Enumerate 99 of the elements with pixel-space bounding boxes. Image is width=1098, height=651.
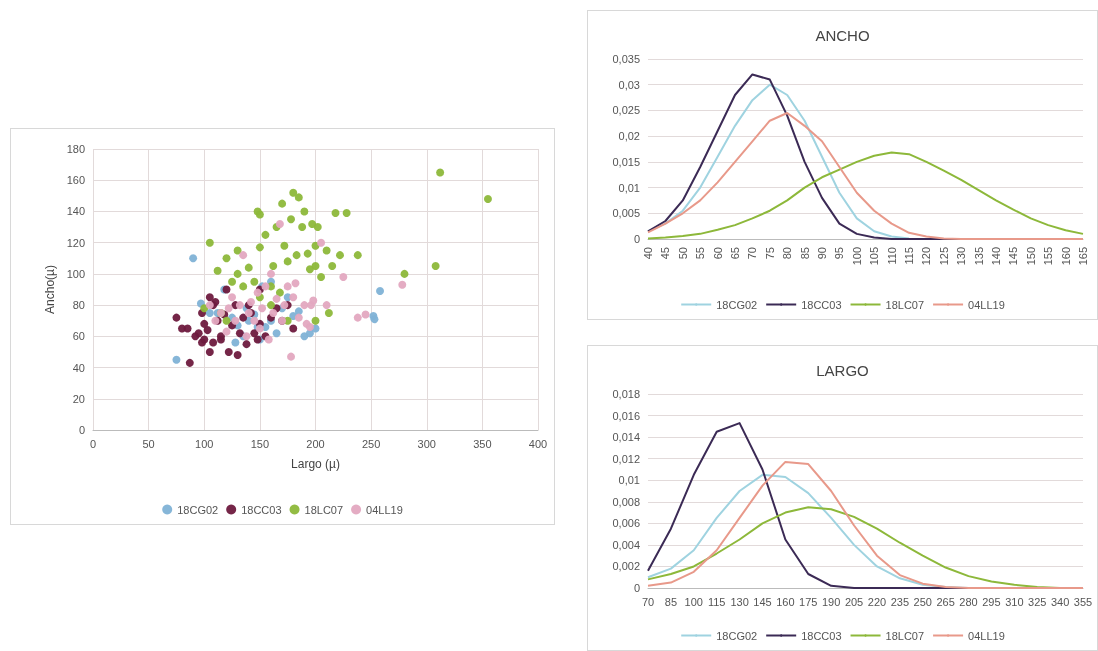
x-tick-label: 300 xyxy=(417,437,436,450)
legend-label: 04LL19 xyxy=(968,298,1005,311)
x-axis-title: Largo (µ) xyxy=(291,457,340,471)
x-tick-label: 175 xyxy=(799,595,818,608)
x-tick-label: 100 xyxy=(195,437,214,450)
y-tick-label: 0,025 xyxy=(612,104,640,117)
x-tick-label: 50 xyxy=(142,437,155,450)
y-tick-label: 0,035 xyxy=(612,53,640,65)
y-tick-label: 160 xyxy=(66,174,85,187)
x-tick-label: 90 xyxy=(816,247,828,260)
x-tick-label: 165 xyxy=(1077,247,1089,266)
x-tick-label: 50 xyxy=(676,247,689,260)
x-tick-label: 220 xyxy=(867,595,887,608)
x-tick-label: 150 xyxy=(250,437,270,450)
y-tick-label: 0,03 xyxy=(618,78,640,91)
y-tick-label: 0,006 xyxy=(612,517,640,530)
x-tick-label: 160 xyxy=(776,595,795,608)
y-tick-label: 120 xyxy=(66,236,85,249)
x-tick-label: 265 xyxy=(936,595,955,608)
x-tick-label: 310 xyxy=(1005,595,1024,608)
x-tick-label: 45 xyxy=(659,247,672,260)
legend-label: 18CC03 xyxy=(241,503,282,516)
y-tick-label: 0,02 xyxy=(618,130,640,143)
x-tick-label: 125 xyxy=(937,247,950,266)
x-tick-label: 110 xyxy=(885,247,898,265)
y-tick-label: 140 xyxy=(66,205,85,218)
y-tick-label: 0 xyxy=(633,233,640,245)
x-tick-label: 155 xyxy=(1042,247,1055,266)
x-tick-label: 140 xyxy=(990,247,1002,266)
x-tick-label: 95 xyxy=(833,247,846,260)
legend-label: 18CG02 xyxy=(716,298,758,311)
x-tick-label: 250 xyxy=(361,437,381,450)
y-tick-label: 0,008 xyxy=(612,495,640,508)
x-tick-label: 160 xyxy=(1059,247,1072,266)
y-tick-label: 0,012 xyxy=(612,452,640,465)
x-tick-label: 205 xyxy=(844,595,864,608)
x-tick-label: 325 xyxy=(1028,595,1047,608)
y-tick-label: 180 xyxy=(66,143,85,155)
x-tick-label: 70 xyxy=(746,247,759,260)
x-tick-label: 40 xyxy=(642,247,654,260)
y-tick-label: 0,018 xyxy=(612,388,640,400)
legend-label: 18LC07 xyxy=(304,503,344,516)
x-tick-label: 115 xyxy=(903,247,915,265)
legend-label: 18LC07 xyxy=(885,629,925,642)
x-tick-label: 190 xyxy=(821,595,841,608)
x-tick-label: 250 xyxy=(913,595,932,608)
y-tick-label: 0,016 xyxy=(612,409,640,422)
y-tick-label: 0 xyxy=(633,582,640,594)
legend-label: 04LL19 xyxy=(968,629,1005,642)
x-tick-label: 65 xyxy=(729,247,741,260)
y-tick-label: 80 xyxy=(72,299,85,312)
y-tick-label: 0,014 xyxy=(612,431,640,444)
legend-label: 18CC03 xyxy=(801,298,842,311)
legend-label: 04LL19 xyxy=(366,503,403,516)
y-tick-label: 0,002 xyxy=(612,560,640,573)
y-tick-label: 40 xyxy=(72,361,85,374)
legend-label: 18CG02 xyxy=(716,629,758,642)
x-tick-label: 0 xyxy=(89,437,97,450)
x-tick-label: 115 xyxy=(707,595,726,608)
x-tick-label: 145 xyxy=(1007,247,1020,266)
x-tick-label: 85 xyxy=(798,247,811,260)
x-tick-label: 75 xyxy=(763,247,776,260)
x-tick-label: 350 xyxy=(473,437,492,450)
x-tick-label: 130 xyxy=(955,247,968,266)
chart-title: LARGO xyxy=(816,362,869,379)
x-tick-label: 235 xyxy=(890,595,910,608)
chart-title: ANCHO xyxy=(815,27,870,44)
y-tick-label: 0,01 xyxy=(618,181,640,194)
x-tick-label: 145 xyxy=(753,595,772,608)
y-tick-label: 0,01 xyxy=(618,474,640,487)
x-tick-label: 60 xyxy=(711,247,724,260)
y-tick-label: 0,015 xyxy=(612,155,640,168)
x-tick-label: 295 xyxy=(982,595,1001,608)
y-tick-label: 20 xyxy=(72,392,85,405)
legend-label: 18LC07 xyxy=(885,298,925,311)
y-axis-title: Ancho(µ) xyxy=(42,265,57,314)
x-tick-label: 280 xyxy=(959,595,978,608)
x-tick-label: 70 xyxy=(641,595,655,608)
x-tick-label: 355 xyxy=(1073,595,1093,608)
x-tick-label: 80 xyxy=(781,247,794,260)
x-tick-label: 85 xyxy=(664,595,678,608)
y-tick-label: 60 xyxy=(72,330,85,343)
x-tick-label: 105 xyxy=(868,247,881,266)
y-tick-label: 100 xyxy=(66,267,85,280)
x-tick-label: 130 xyxy=(730,595,749,608)
x-tick-label: 100 xyxy=(684,595,703,608)
x-tick-label: 150 xyxy=(1024,247,1037,266)
legend-label: 18CC03 xyxy=(801,629,842,642)
y-tick-label: 0 xyxy=(78,424,85,436)
x-tick-label: 400 xyxy=(528,437,548,450)
x-tick-label: 135 xyxy=(972,247,985,266)
y-tick-label: 0,005 xyxy=(612,207,640,220)
x-tick-label: 120 xyxy=(920,247,933,266)
x-tick-label: 100 xyxy=(850,247,863,266)
y-tick-label: 0,004 xyxy=(612,538,640,551)
x-tick-label: 200 xyxy=(306,437,325,450)
x-tick-label: 340 xyxy=(1050,595,1070,608)
legend-label: 18CG02 xyxy=(177,503,219,516)
x-tick-label: 55 xyxy=(694,247,707,260)
